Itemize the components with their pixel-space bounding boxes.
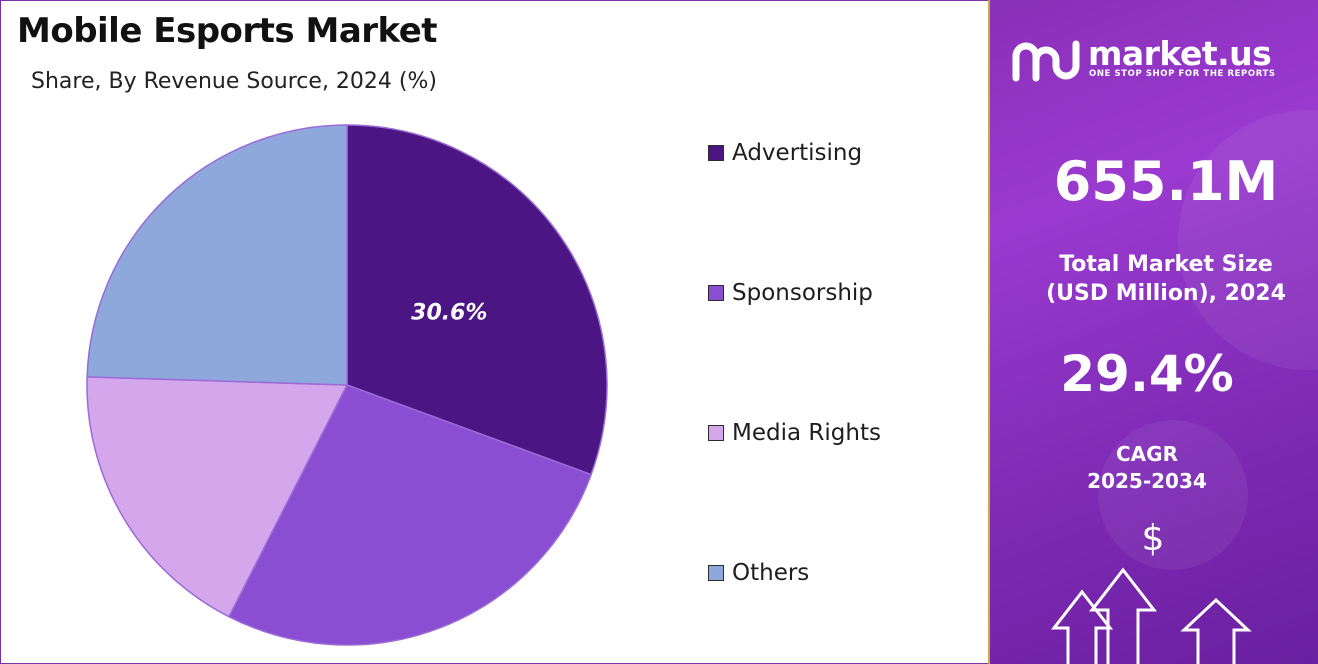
legend-item-media-rights: Media Rights	[708, 418, 968, 448]
legend-item-sponsorship: Sponsorship	[708, 278, 968, 308]
stats-panel: market.us ONE STOP SHOP FOR THE REPORTS …	[988, 0, 1318, 664]
up-arrow-icon	[1180, 597, 1252, 664]
pie-slice-others	[86, 124, 348, 386]
market-size-label: Total Market Size (USD Million), 2024	[988, 250, 1318, 308]
legend-label: Advertising	[732, 140, 863, 166]
up-arrow-icon	[1088, 567, 1158, 664]
market-size-label-line2: (USD Million), 2024	[1046, 281, 1286, 306]
legend-swatch	[708, 285, 724, 301]
market-size-label-line1: Total Market Size	[1059, 252, 1273, 277]
legend-swatch	[708, 145, 724, 161]
panel-divider	[988, 0, 990, 664]
cagr-label: CAGR 2025-2034	[988, 441, 1306, 495]
data-label-advertising: 30.6%	[411, 301, 487, 326]
pie-chart: 30.6%	[86, 124, 608, 646]
brand-name: market.us	[1088, 34, 1272, 73]
pie-slice-sponsorship	[227, 384, 593, 646]
legend-swatch	[708, 565, 724, 581]
up-arrow-icon	[1050, 589, 1114, 664]
market-us-logo-icon	[1012, 40, 1080, 82]
background-decoration	[1178, 110, 1318, 370]
chart-subtitle: Share, By Revenue Source, 2024 (%)	[31, 69, 437, 94]
chart-title: Mobile Esports Market	[17, 11, 438, 51]
background-decoration	[1098, 420, 1248, 570]
market-size-value: 655.1M	[1053, 150, 1279, 213]
legend-swatch	[708, 425, 724, 441]
pie-slice-advertising	[346, 124, 608, 476]
pie-slice-media-rights	[86, 376, 349, 618]
cagr-label-line1: CAGR	[1116, 442, 1178, 466]
cagr-value: 29.4%	[1060, 345, 1234, 403]
brand-tagline: ONE STOP SHOP FOR THE REPORTS	[1089, 69, 1276, 79]
chart-panel: Mobile Esports Market Share, By Revenue …	[1, 1, 987, 663]
legend-label: Others	[732, 560, 810, 586]
legend-label: Media Rights	[732, 420, 881, 446]
legend-item-advertising: Advertising	[708, 138, 968, 168]
cagr-label-line2: 2025-2034	[1087, 469, 1207, 493]
legend-item-others: Others	[708, 558, 968, 588]
legend-label: Sponsorship	[732, 280, 873, 306]
growth-arrows-icon: $	[1050, 518, 1252, 664]
dollar-icon: $	[1142, 518, 1165, 559]
